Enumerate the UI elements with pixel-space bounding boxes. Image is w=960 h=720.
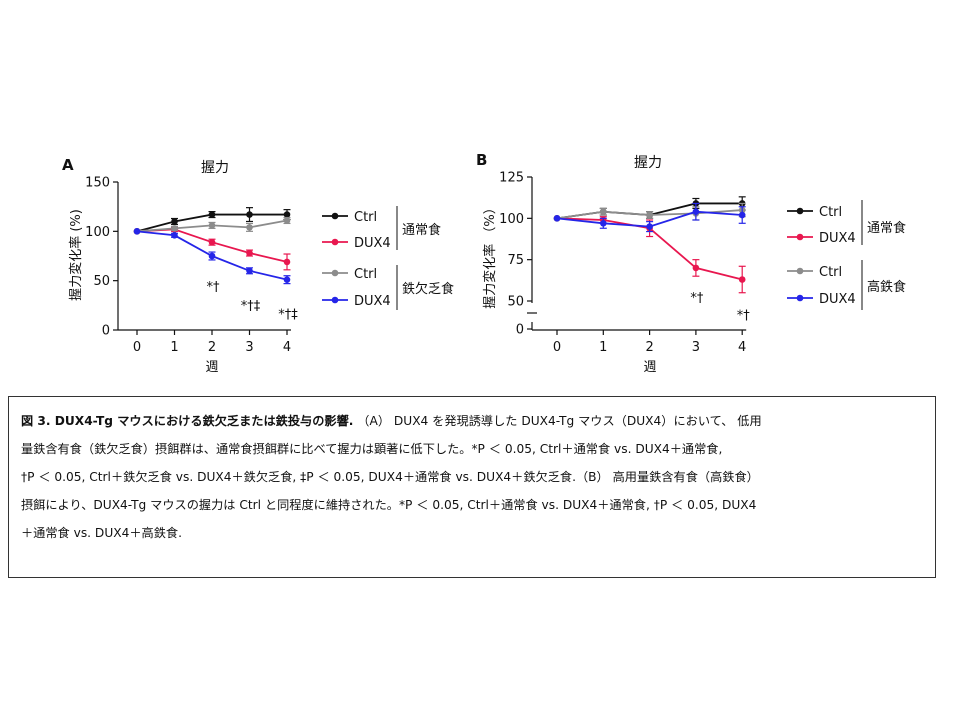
significance-marker: *†‡	[241, 299, 261, 314]
y-tick-label: 75	[507, 253, 524, 268]
y-tick-label: 125	[499, 171, 524, 186]
data-point-ctrl-高鉄食	[646, 211, 653, 219]
data-point-dux4-通常食	[738, 276, 746, 283]
x-tick-label: 3	[692, 340, 700, 355]
legend-label: DUX4	[354, 236, 391, 251]
legend-swatch-marker	[331, 238, 339, 246]
legend-label: Ctrl	[354, 267, 377, 282]
legend-swatch-marker	[796, 233, 804, 241]
caption-line-3: †P ＜ 0.05, Ctrl＋鉄欠乏食 vs. DUX4＋鉄欠乏食, ‡P ＜…	[21, 470, 759, 484]
legend-label: Ctrl	[819, 265, 842, 280]
data-point-dux4-鉄欠乏食	[171, 231, 178, 239]
data-point-dux4-高鉄食	[600, 219, 607, 227]
caption-line-5: ＋通常食 vs. DUX4＋高鉄食.	[21, 526, 182, 540]
x-tick-label: 1	[170, 340, 178, 355]
data-point-dux4-鉄欠乏食	[208, 252, 216, 260]
legend-group-label: 鉄欠乏食	[402, 281, 454, 297]
data-point-dux4-鉄欠乏食	[283, 276, 291, 283]
caption-title: 図 3. DUX4-Tg マウスにおける鉄欠乏または鉄投与の影響.	[21, 414, 354, 428]
significance-marker: *†	[207, 280, 221, 295]
panel-a-plot: 0 50 100 150 0 1 2 3 4 *† *†‡ *†‡	[85, 176, 298, 356]
figure-caption: 図 3. DUX4-Tg マウスにおける鉄欠乏または鉄投与の影響. （A） DU…	[8, 396, 936, 578]
x-tick-label: 4	[283, 340, 291, 355]
data-point-dux4-高鉄食	[553, 215, 561, 222]
legend-swatch-marker	[796, 267, 804, 275]
x-tick-label: 0	[133, 340, 141, 355]
panel-b-ylabel: 握力変化率 （%）	[482, 201, 498, 309]
data-point-dux4-高鉄食	[692, 208, 700, 216]
panel-a-ylabel: 握力変化率 (%)	[68, 209, 84, 301]
data-point-dux4-通常食	[283, 258, 291, 266]
caption-line-4: 摂餌により、DUX4-Tg マウスの握力は Ctrl と同程度に維持された。*P…	[21, 498, 757, 512]
legend-group-label: 高鉄食	[867, 279, 906, 295]
data-point-ctrl-鉄欠乏食	[283, 217, 291, 224]
legend-swatch-marker	[331, 296, 339, 304]
caption-line-1: 図 3. DUX4-Tg マウスにおける鉄欠乏または鉄投与の影響. （A） DU…	[21, 407, 923, 435]
significance-marker: *†	[690, 291, 704, 306]
legend-label: Ctrl	[354, 210, 377, 225]
data-point-ctrl-高鉄食	[600, 208, 607, 216]
panel-b-title: 握力	[634, 155, 662, 171]
panel-a-xlabel: 週	[205, 360, 218, 375]
data-point-dux4-鉄欠乏食	[133, 228, 141, 235]
legend-group-label: 通常食	[867, 220, 906, 236]
panel-b-xlabel: 週	[643, 360, 656, 375]
y-tick-label: 100	[499, 212, 524, 227]
y-tick-label: 150	[85, 176, 110, 191]
data-point-dux4-通常食	[692, 264, 700, 272]
x-tick-label: 0	[553, 340, 561, 355]
x-tick-label: 4	[738, 340, 746, 355]
x-tick-label: 2	[208, 340, 216, 355]
panel-a-label: A	[62, 156, 74, 174]
x-tick-label: 1	[599, 340, 607, 355]
y-tick-label: 100	[85, 225, 110, 240]
data-point-ctrl-鉄欠乏食	[246, 224, 253, 231]
legend-label: DUX4	[354, 294, 391, 309]
significance-marker: *†‡	[278, 308, 298, 323]
data-point-dux4-高鉄食	[738, 211, 746, 219]
panel-a-title: 握力	[201, 160, 229, 176]
legend-label: Ctrl	[819, 205, 842, 220]
x-tick-label: 3	[245, 340, 253, 355]
data-point-ctrl-通常食	[171, 218, 178, 225]
y-tick-label: 0	[516, 323, 524, 338]
legend-group-label: 通常食	[402, 222, 441, 238]
data-point-dux4-通常食	[246, 249, 253, 257]
y-tick-label: 50	[93, 274, 110, 289]
caption-text-1: （A） DUX4 を発現誘導した DUX4-Tg マウス（DUX4）において、 …	[357, 414, 762, 428]
significance-marker: *†	[737, 309, 751, 324]
data-point-ctrl-鉄欠乏食	[208, 222, 216, 229]
caption-line-2: 量鉄含有食（鉄欠乏食）摂餌群は、通常食摂餌群に比べて握力は顕著に低下した。*P …	[21, 442, 723, 456]
legend-label: DUX4	[819, 292, 856, 307]
data-point-ctrl-鉄欠乏食	[171, 225, 178, 232]
data-point-dux4-鉄欠乏食	[246, 267, 253, 275]
legend-swatch-marker	[796, 294, 804, 302]
panel-b-plot: 0 50 75 100 125 0 1 2 3 4 *† *†	[499, 171, 750, 356]
x-tick-label: 2	[645, 340, 653, 355]
panel-b-label: B	[476, 151, 487, 169]
legend-swatch-marker	[331, 269, 339, 277]
data-point-ctrl-通常食	[208, 211, 216, 218]
data-point-dux4-通常食	[208, 238, 216, 246]
legend-label: DUX4	[819, 231, 856, 246]
legend-swatch-marker	[331, 212, 339, 220]
y-tick-label: 50	[507, 295, 524, 310]
y-tick-label: 0	[102, 324, 110, 339]
data-point-dux4-高鉄食	[646, 223, 653, 230]
data-point-ctrl-通常食	[283, 211, 291, 218]
legend-swatch-marker	[796, 207, 804, 215]
data-point-ctrl-通常食	[246, 211, 253, 218]
